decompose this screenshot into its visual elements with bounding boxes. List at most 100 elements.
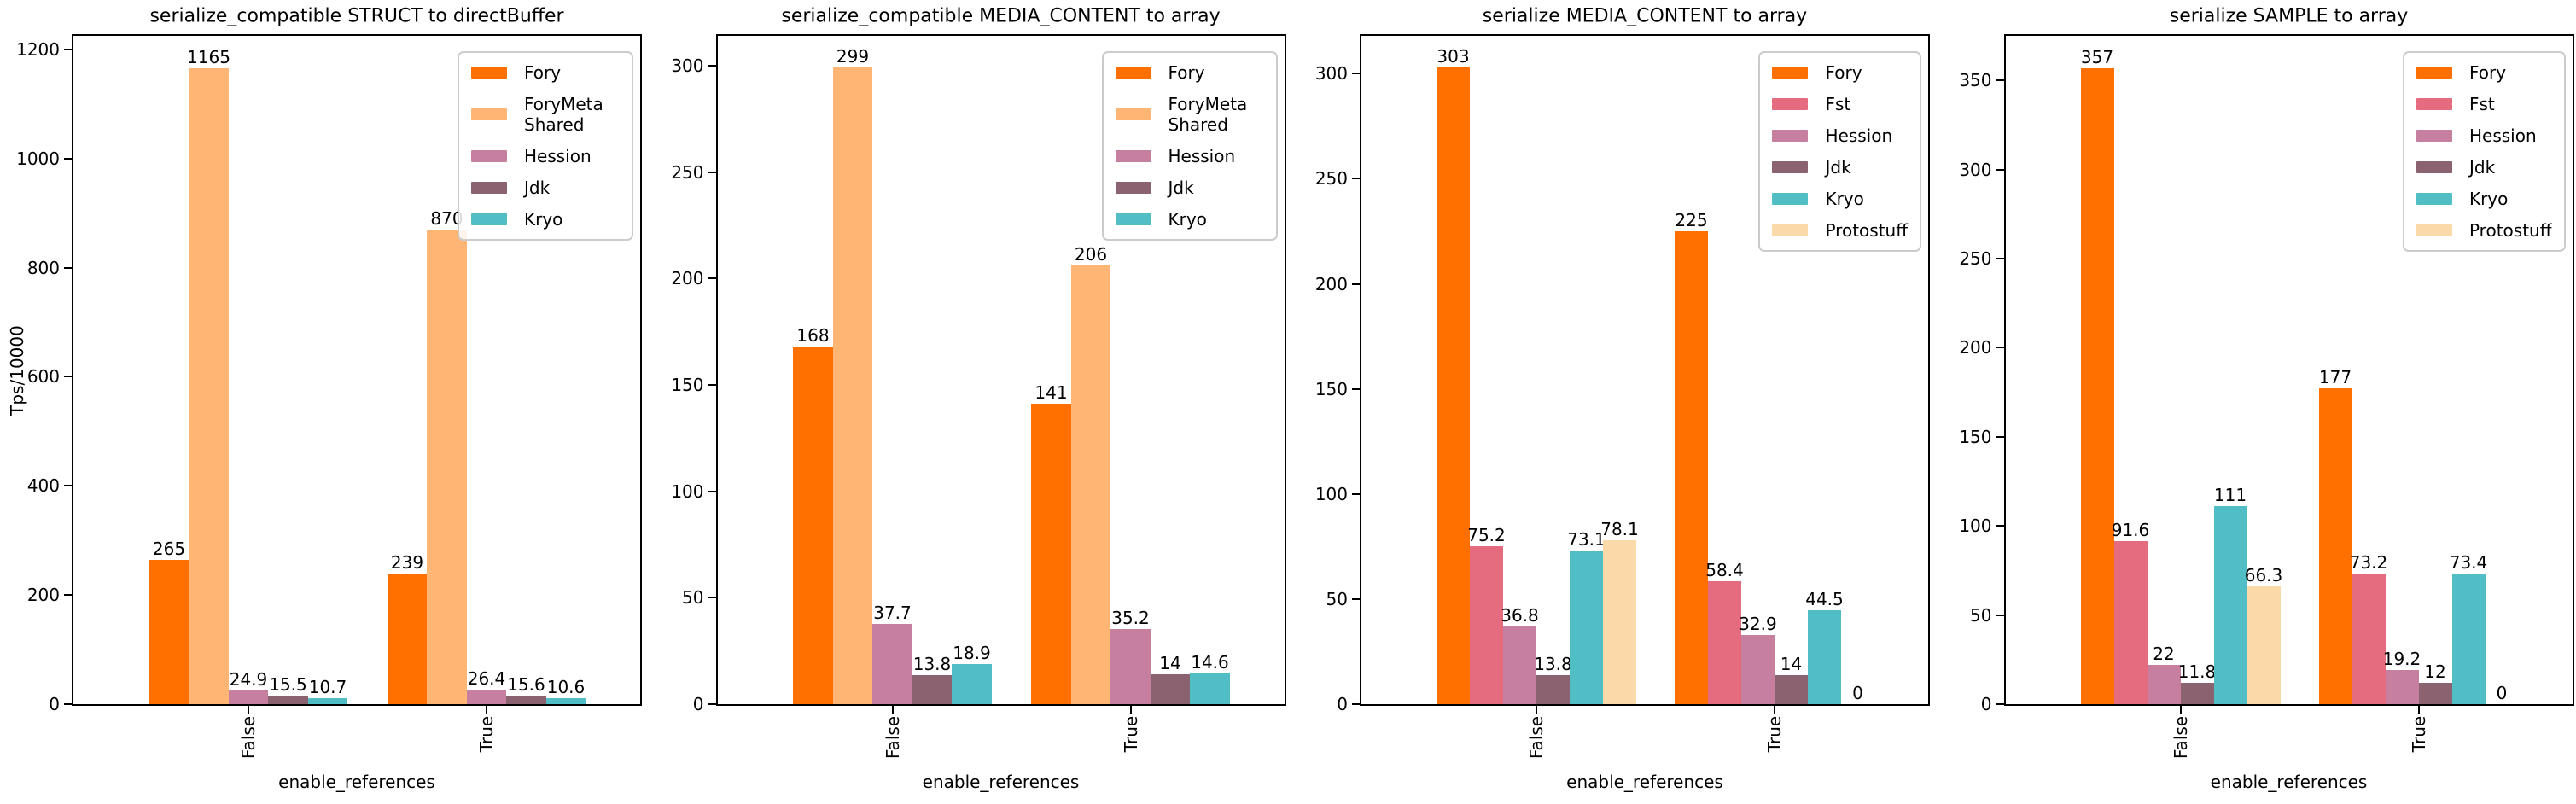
legend-label: Hession [1825, 125, 1893, 146]
y-tick-label: 250 [1314, 168, 1348, 189]
y-tick [708, 383, 716, 386]
legend-item: Hession [1115, 146, 1264, 166]
bar-value-label: 168 [796, 325, 830, 347]
bar-protostuff-false [2247, 586, 2281, 704]
bar-value-label: 73.4 [2449, 551, 2488, 573]
legend-label: Jdk [524, 178, 551, 198]
bar-value-label: 225 [1675, 209, 1708, 230]
y-tick-label: 300 [1314, 63, 1348, 84]
legend-item: ForyMeta Shared [1115, 94, 1264, 135]
subplot-2: serialize_compatible MEDIA_CONTENT to ar… [644, 0, 1289, 804]
bar-value-label: 32.9 [1739, 613, 1777, 634]
x-tick [486, 706, 487, 714]
bar-fory-true [1031, 404, 1071, 704]
y-tick [708, 171, 716, 173]
legend-item: Fst [1772, 94, 1908, 114]
legend-label: Hession [524, 146, 592, 166]
y-tick-label: 0 [1337, 694, 1348, 714]
y-tick [64, 266, 72, 269]
y-tick-label: 1200 [16, 38, 60, 60]
bar-kryo-false [952, 663, 992, 704]
y-tick-label: 100 [1314, 483, 1348, 504]
y-tick-label: 250 [1959, 248, 1992, 269]
y-tick [64, 703, 72, 705]
y-tick [1996, 614, 2004, 616]
legend-item: Hession [471, 146, 620, 166]
legend-label: ForyMeta Shared [524, 94, 603, 135]
bar-value-label: 0 [2496, 683, 2508, 703]
x-tick [2179, 706, 2182, 714]
legend-label: Jdk [1825, 157, 1851, 178]
bar-fory-false [2080, 67, 2114, 704]
bar-value-label: 14 [1159, 653, 1181, 674]
legend-item: Kryo [1115, 209, 1264, 230]
bar-kryo-false [1570, 551, 1603, 704]
bar-value-label: 1165 [187, 47, 230, 68]
bar-forymeta-shared-true [427, 229, 467, 704]
bar-forymeta-shared-false [189, 68, 229, 704]
legend-item: Hession [2416, 125, 2552, 146]
bar-fory-false [149, 559, 189, 704]
y-tick-label: 400 [26, 475, 60, 497]
legend: Fory ForyMeta Shared Hession Jdk Kryo [1101, 51, 1278, 241]
legend-label: Fory [1168, 62, 1205, 83]
bar-value-label: 206 [1074, 244, 1108, 265]
x-axis-label: enable_references [922, 772, 1080, 792]
bar-value-label: 265 [152, 538, 186, 559]
legend-item: Jdk [1115, 178, 1264, 198]
bar-protostuff-false [1603, 539, 1636, 704]
legend-swatch-icon [1115, 67, 1151, 79]
y-tick-label: 200 [1959, 337, 1992, 358]
y-tick-label: 200 [1314, 273, 1348, 294]
y-tick [1996, 258, 2004, 259]
legend-swatch-icon [2416, 130, 2452, 142]
y-tick [708, 597, 716, 599]
x-tick-label: True [1764, 715, 1785, 753]
y-tick-label: 100 [671, 481, 704, 502]
bar-value-label: 35.2 [1111, 608, 1150, 629]
legend-item: Jdk [2416, 157, 2552, 178]
legend: Fory Fst Hession Jdk Kryo Protostuff [1758, 51, 1921, 252]
legend-swatch-icon [2416, 161, 2452, 173]
bar-jdk-true [1150, 674, 1191, 704]
legend-item: Fory [1772, 62, 1908, 83]
bar-kryo-true [1808, 610, 1841, 704]
subplot-3: serialize MEDIA_CONTENT to array 0 50 100 15… [1288, 0, 1932, 804]
y-tick [64, 376, 72, 378]
bar-value-label: 10.6 [546, 677, 586, 698]
bar-value-label: 19.2 [2382, 648, 2422, 669]
legend-swatch-icon [1115, 108, 1151, 120]
legend-swatch-icon [471, 182, 507, 194]
legend: Fory ForyMeta Shared Hession Jdk Kryo [458, 51, 633, 241]
y-tick [1996, 168, 2004, 171]
x-tick-label: False [2170, 715, 2191, 760]
bar-fory-true [387, 574, 428, 704]
y-tick [1352, 178, 1360, 180]
y-tick-label: 1000 [16, 148, 60, 169]
bar-value-label: 37.7 [873, 602, 912, 623]
y-tick-label: 300 [671, 55, 704, 76]
y-tick-label: 200 [26, 585, 60, 606]
legend: Fory Fst Hession Jdk Kryo Protostuff [2402, 51, 2566, 252]
y-tick [1352, 703, 1360, 705]
legend-label: Jdk [2468, 157, 2496, 178]
bar-jdk-true [2418, 682, 2452, 704]
x-tick-label: False [238, 715, 259, 760]
x-axis-label: enable_references [278, 772, 435, 792]
chart-title: serialize_compatible STRUCT to directBuf… [149, 5, 564, 27]
legend-label: Kryo [1825, 189, 1864, 209]
legend-item: Fory [1115, 62, 1264, 83]
bar-jdk-false [1536, 675, 1570, 704]
y-tick [1352, 492, 1360, 495]
bar-fory-true [2318, 388, 2352, 704]
legend-label: Protostuff [1825, 220, 1908, 241]
bar-hession-false [1503, 626, 1536, 704]
bar-value-label: 141 [1034, 382, 1068, 404]
y-tick [1352, 597, 1360, 600]
x-axis-label: enable_references [2210, 772, 2368, 792]
x-tick-label: True [2408, 715, 2429, 753]
bar-fst-true [1708, 581, 1741, 704]
legend-item: Jdk [1772, 157, 1908, 178]
bar-forymeta-shared-true [1070, 265, 1111, 704]
bar-value-label: 36.8 [1501, 605, 1539, 626]
